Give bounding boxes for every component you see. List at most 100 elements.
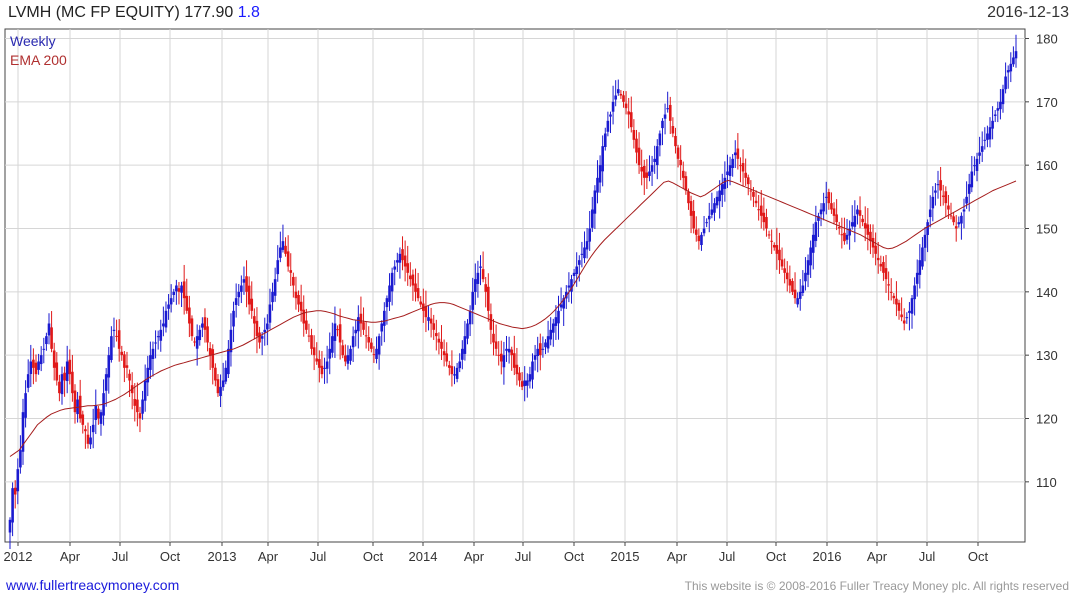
candle-body [320, 365, 324, 375]
candle-body [432, 323, 436, 330]
y-tick-label: 170 [1036, 95, 1058, 110]
candle-body [554, 317, 558, 326]
last-price: 177.90 [184, 4, 234, 21]
candle-body [671, 126, 675, 134]
candle-body [133, 399, 137, 406]
candle-body [255, 320, 259, 337]
candle-body [375, 348, 378, 359]
candle-body [752, 191, 755, 197]
candle-body [749, 190, 753, 192]
candle-body [60, 374, 64, 395]
candle-body [492, 333, 495, 343]
candle-body [902, 320, 906, 324]
candle-body [146, 367, 150, 383]
candle-body [247, 285, 251, 305]
candle-body [536, 348, 539, 357]
candle-body [507, 348, 511, 353]
candle-body [245, 276, 248, 292]
y-tick-label: 140 [1036, 285, 1058, 300]
candle-body [999, 101, 1002, 110]
legend-entry: EMA 200 [10, 52, 67, 68]
plot-frame [4, 28, 1026, 543]
candle-body [915, 272, 919, 284]
candle-body [650, 165, 654, 172]
candle-body [723, 177, 727, 189]
candle-body [741, 163, 745, 172]
candle-body [814, 222, 818, 241]
candle-body [279, 247, 282, 258]
y-tick-label: 150 [1036, 222, 1058, 237]
candle-body [156, 336, 160, 338]
y-tick-label: 160 [1036, 158, 1058, 173]
candle-body [603, 133, 607, 147]
candle-body [585, 241, 589, 250]
candle-body [65, 361, 69, 382]
candle-body [934, 190, 937, 193]
candle-body [856, 209, 859, 215]
candle-body [364, 335, 368, 337]
candle-body [302, 309, 306, 324]
candle-body [921, 247, 924, 267]
ticker-label: LVMH (MC FP EQUITY) [8, 4, 180, 21]
candle-body [811, 234, 815, 253]
candle-body [967, 184, 971, 194]
candle-body [913, 285, 916, 300]
candle-body [965, 196, 968, 204]
candle-body [817, 215, 820, 221]
candle-body [936, 184, 940, 186]
candle-body [879, 263, 883, 267]
candle-body [876, 257, 880, 261]
candle-body [479, 266, 482, 268]
candle-body [242, 279, 246, 283]
candle-body [986, 133, 989, 140]
candle-body [458, 361, 462, 369]
candle-body [845, 234, 849, 240]
candle-body [13, 487, 17, 495]
candle-body [266, 323, 269, 330]
candle-body [297, 294, 300, 305]
candle-body [497, 354, 501, 356]
candle-body [494, 341, 498, 349]
candle-body [783, 268, 786, 273]
x-tick-label: Apr [867, 549, 888, 564]
candle-body [167, 304, 170, 309]
candle-body [445, 353, 449, 362]
candle-body [29, 361, 33, 375]
candle-body [549, 329, 552, 340]
candle-body [931, 196, 935, 209]
candle-body [801, 285, 805, 293]
candle-body [63, 372, 66, 381]
candle-body [273, 279, 277, 296]
candle-body [180, 285, 183, 293]
x-tick-label: 2016 [813, 549, 842, 564]
candle-body [637, 147, 641, 166]
candle-body [11, 488, 14, 523]
candle-body [318, 359, 321, 368]
candle-body [341, 345, 345, 356]
candle-body [476, 272, 480, 284]
candle-body [770, 240, 773, 242]
candle-body [551, 323, 555, 333]
candle-body [848, 228, 851, 236]
site-link[interactable]: www.fullertreacymoney.com [6, 577, 180, 593]
candle-body [791, 281, 794, 292]
candle-body [385, 298, 389, 308]
candle-body [512, 353, 516, 368]
candle-body [221, 380, 225, 388]
candle-body [388, 285, 391, 302]
candle-body [427, 317, 430, 321]
copyright-notice: This website is © 2008-2016 Fuller Treac… [684, 579, 1069, 593]
candle-body [754, 200, 758, 204]
candle-body [201, 323, 204, 328]
candle-body [679, 159, 682, 166]
candle-body [892, 295, 896, 299]
candle-body [702, 228, 706, 234]
candle-body [175, 285, 178, 292]
candle-body [398, 253, 402, 263]
candle-body [957, 222, 961, 225]
candle-body [260, 336, 264, 339]
candle-body [710, 209, 714, 215]
candle-body [338, 324, 342, 343]
candle-body [616, 89, 620, 94]
candle-body [117, 330, 121, 349]
